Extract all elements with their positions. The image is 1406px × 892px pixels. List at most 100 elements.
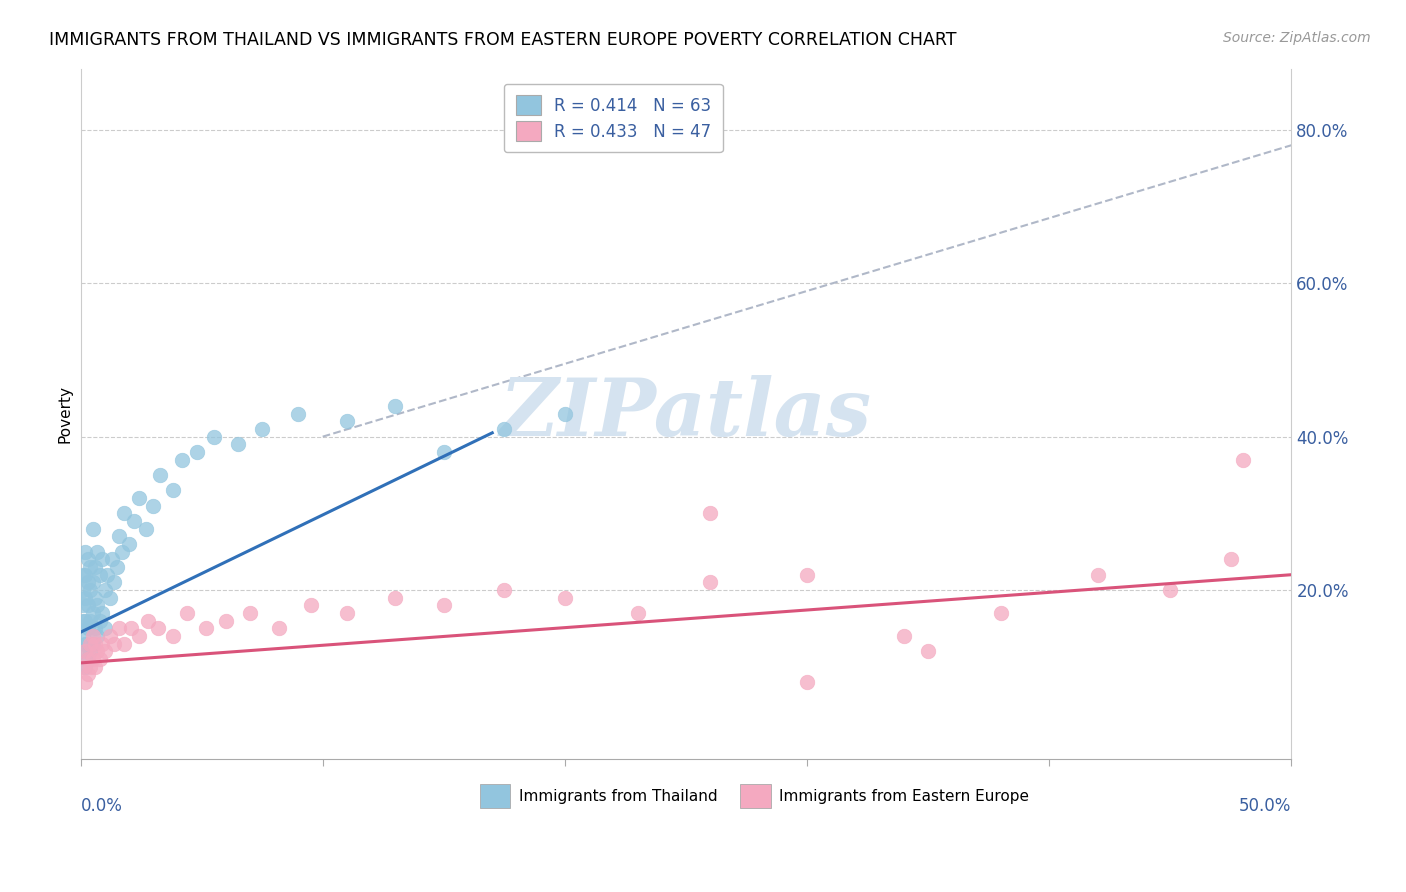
Point [89,652,111,666]
Text: ZIPatlas: ZIPatlas [501,375,872,452]
Point [250,422,273,436]
Point [195,621,218,635]
Point [494,422,516,436]
Point [108,529,131,543]
Point [79,659,101,673]
Point [699,575,721,590]
Point [79,582,101,597]
Point [79,637,101,651]
Point [626,606,648,620]
Point [103,575,125,590]
Point [91,606,114,620]
Point [76,599,98,613]
Point [82,652,104,666]
Point [108,621,131,635]
Point [72,614,94,628]
Point [82,629,104,643]
Point [72,629,94,643]
Point [142,499,165,513]
Point [76,652,98,666]
Point [93,621,115,635]
Point [72,567,94,582]
Point [384,399,406,413]
Point [120,621,142,635]
Point [796,567,818,582]
Point [893,629,915,643]
Point [122,514,145,528]
Point [118,537,141,551]
Point [84,637,107,651]
Point [202,430,225,444]
Point [384,591,406,605]
Point [79,614,101,628]
Point [84,560,107,574]
Point [796,675,818,690]
Point [299,599,322,613]
Point [75,567,97,582]
Point [112,637,135,651]
Point [554,407,576,421]
Point [76,575,98,590]
Point [136,614,159,628]
Point [1087,567,1109,582]
Point [98,591,121,605]
Point [91,637,114,651]
Point [79,560,101,574]
Point [86,545,108,559]
Point [89,614,111,628]
Point [86,599,108,613]
Point [86,644,108,658]
Point [76,667,98,681]
Point [79,644,101,658]
Point [128,491,150,505]
Point [494,582,516,597]
Text: 0.0%: 0.0% [80,797,122,814]
Point [84,659,107,673]
Legend: R = 0.414   N = 63, R = 0.433   N = 47: R = 0.414 N = 63, R = 0.433 N = 47 [503,84,723,153]
Point [72,644,94,658]
Point [1232,452,1254,467]
Point [336,414,359,428]
Text: Immigrants from Eastern Europe: Immigrants from Eastern Europe [779,789,1029,804]
Point [96,567,118,582]
Point [1219,552,1241,566]
Point [146,621,169,635]
Point [176,606,198,620]
Point [162,483,184,498]
Y-axis label: Poverty: Poverty [58,384,72,442]
FancyBboxPatch shape [741,784,770,808]
Point [93,582,115,597]
Point [336,606,359,620]
Point [75,591,97,605]
Text: 50.0%: 50.0% [1239,797,1292,814]
Point [75,637,97,651]
Point [699,507,721,521]
Point [917,644,939,658]
Point [239,606,262,620]
Point [82,575,104,590]
Text: IMMIGRANTS FROM THAILAND VS IMMIGRANTS FROM EASTERN EUROPE POVERTY CORRELATION C: IMMIGRANTS FROM THAILAND VS IMMIGRANTS F… [49,31,956,49]
Point [93,644,115,658]
Point [75,675,97,690]
Point [82,637,104,651]
Point [186,445,208,459]
Point [76,652,98,666]
Point [72,582,94,597]
Point [82,522,104,536]
Text: Immigrants from Thailand: Immigrants from Thailand [519,789,717,804]
Point [1159,582,1181,597]
Point [433,445,456,459]
Point [287,407,309,421]
Point [98,629,121,643]
Point [89,567,111,582]
Point [554,591,576,605]
Point [433,599,456,613]
Point [84,591,107,605]
Point [75,614,97,628]
Point [135,522,157,536]
Text: Source: ZipAtlas.com: Source: ZipAtlas.com [1223,31,1371,45]
Point [86,629,108,643]
Point [111,545,134,559]
Point [112,507,135,521]
Point [269,621,291,635]
